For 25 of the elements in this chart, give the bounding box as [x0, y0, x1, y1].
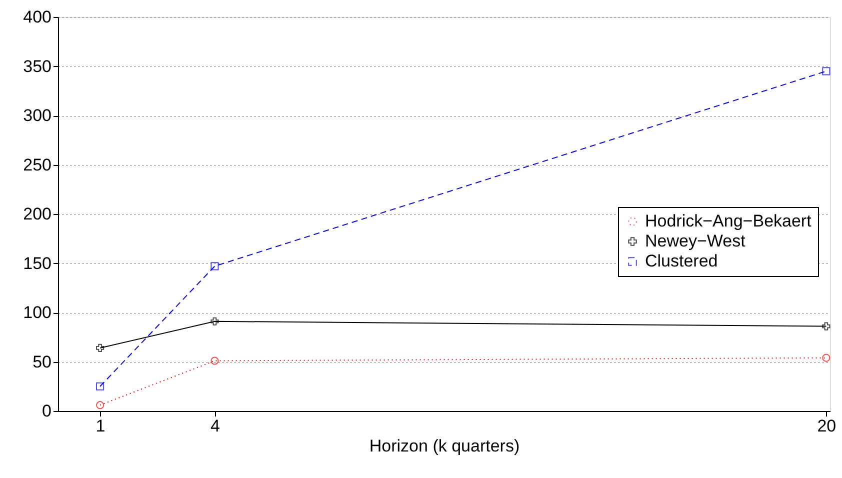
legend-label: Newey−West: [645, 232, 746, 250]
point: [96, 382, 104, 390]
x-axis-title: Horizon (k quarters): [369, 436, 520, 456]
point: [96, 344, 104, 352]
point: [210, 356, 219, 365]
y-tick-label: 250: [23, 155, 52, 174]
y-tick-label: 100: [23, 303, 52, 322]
legend-label: Clustered: [645, 252, 718, 270]
y-tick-label: 200: [23, 204, 52, 224]
y-tick-label: 350: [23, 56, 52, 76]
x-tick-label: 1: [96, 416, 106, 436]
x-tick-label: 20: [817, 416, 836, 436]
legend-label: Hodrick−Ang−Bekaert: [645, 212, 812, 230]
point: [822, 322, 830, 330]
y-tick-label: 50: [32, 352, 52, 372]
point: [822, 67, 830, 76]
x-tick-label: 4: [210, 416, 220, 436]
point: [210, 262, 219, 270]
y-tick-label: 400: [23, 8, 52, 26]
point: [96, 401, 104, 410]
point: [822, 354, 830, 362]
y-tick-label: 300: [23, 106, 52, 125]
point: [210, 317, 219, 326]
y-tick-label: 150: [23, 254, 52, 273]
y-tick-label: 0: [42, 402, 52, 420]
